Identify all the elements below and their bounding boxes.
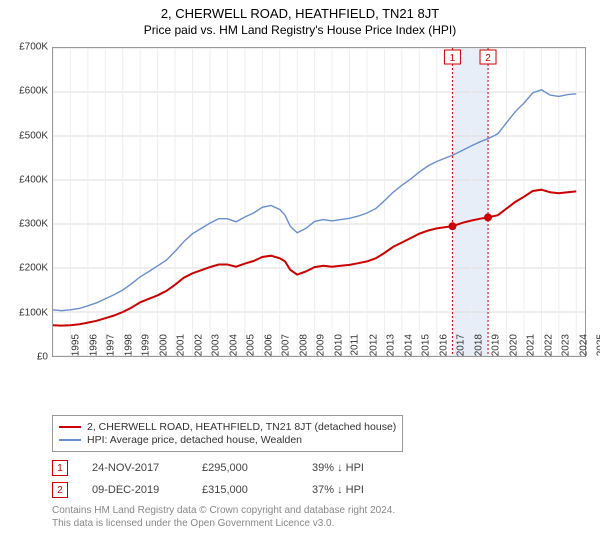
y-tick-label: £200K <box>8 263 48 274</box>
x-tick-label: 2019 <box>490 334 501 356</box>
y-tick-label: £500K <box>8 130 48 141</box>
sale-marker-icon: 1 <box>52 460 68 476</box>
sale-marker-icon: 2 <box>52 482 68 498</box>
x-tick-label: 2005 <box>245 334 256 356</box>
x-tick-label: 2014 <box>403 334 414 356</box>
x-tick-label: 2000 <box>158 334 169 356</box>
footer: Contains HM Land Registry data © Crown c… <box>52 504 592 530</box>
chart-area: 12 £0£100K£200K£300K£400K£500K£600K£700K <box>8 41 592 371</box>
footer-line-1: Contains HM Land Registry data © Crown c… <box>52 504 592 517</box>
sale-delta: 39% ↓ HPI <box>312 462 398 474</box>
legend-swatch <box>59 439 81 441</box>
x-tick-label: 2007 <box>280 334 291 356</box>
legend-label: HPI: Average price, detached house, Weal… <box>87 434 302 446</box>
x-tick-label: 1995 <box>70 334 81 356</box>
x-axis-labels: 1995 1996 1997 1998 1999 2000 2001 2002 2003 2004… <box>44 330 594 370</box>
x-tick-label: 2012 <box>368 334 379 356</box>
x-tick-label: 2024 <box>578 334 589 356</box>
plot-svg: 12 <box>53 48 585 356</box>
x-tick-label: 2025 <box>595 334 600 356</box>
x-tick-label: 2015 <box>420 334 431 356</box>
sales-table: 1 24-NOV-2017 £295,000 39% ↓ HPI 2 09-DEC-201… <box>52 460 592 498</box>
y-tick-label: £100K <box>8 307 48 318</box>
sale-date: 09-DEC-2019 <box>92 484 178 496</box>
y-tick-label: £600K <box>8 86 48 97</box>
x-tick-label: 2008 <box>298 334 309 356</box>
svg-text:1: 1 <box>450 53 456 64</box>
sale-row: 2 09-DEC-2019 £315,000 37% ↓ HPI <box>52 482 592 498</box>
x-tick-label: 2004 <box>228 334 239 356</box>
y-tick-label: £300K <box>8 219 48 230</box>
y-tick-label: £700K <box>8 42 48 53</box>
sale-date: 24-NOV-2017 <box>92 462 178 474</box>
x-tick-label: 2009 <box>315 334 326 356</box>
svg-text:2: 2 <box>485 53 491 64</box>
legend-row: 2, CHERWELL ROAD, HEATHFIELD, TN21 8JT (… <box>59 421 396 433</box>
legend: 2, CHERWELL ROAD, HEATHFIELD, TN21 8JT (… <box>52 415 403 452</box>
x-tick-label: 2001 <box>175 334 186 356</box>
y-tick-label: £0 <box>8 352 48 363</box>
x-tick-label: 2013 <box>385 334 396 356</box>
x-tick-label: 2021 <box>525 334 536 356</box>
x-tick-label: 2017 <box>455 334 466 356</box>
sale-price: £295,000 <box>202 462 288 474</box>
chart-subtitle: Price paid vs. HM Land Registry's House … <box>8 23 592 37</box>
x-tick-label: 2022 <box>543 334 554 356</box>
x-tick-label: 1998 <box>123 334 134 356</box>
x-tick-label: 2002 <box>193 334 204 356</box>
footer-line-2: This data is licensed under the Open Gov… <box>52 517 592 530</box>
legend-row: HPI: Average price, detached house, Weal… <box>59 434 396 446</box>
x-tick-label: 2018 <box>473 334 484 356</box>
x-tick-label: 2023 <box>560 334 571 356</box>
x-tick-label: 1999 <box>140 334 151 356</box>
legend-label: 2, CHERWELL ROAD, HEATHFIELD, TN21 8JT (… <box>87 421 396 433</box>
x-tick-label: 2010 <box>333 334 344 356</box>
x-tick-label: 1996 <box>88 334 99 356</box>
x-tick-label: 2020 <box>508 334 519 356</box>
legend-swatch <box>59 426 81 428</box>
plot-region: 12 <box>52 47 586 357</box>
sale-row: 1 24-NOV-2017 £295,000 39% ↓ HPI <box>52 460 592 476</box>
x-tick-label: 2003 <box>210 334 221 356</box>
chart-container: 2, CHERWELL ROAD, HEATHFIELD, TN21 8JT P… <box>0 0 600 560</box>
x-tick-label: 2016 <box>438 334 449 356</box>
x-tick-label: 1997 <box>105 334 116 356</box>
sale-price: £315,000 <box>202 484 288 496</box>
sale-delta: 37% ↓ HPI <box>312 484 398 496</box>
x-tick-label: 2011 <box>350 334 361 356</box>
x-tick-label: 2006 <box>263 334 274 356</box>
chart-title: 2, CHERWELL ROAD, HEATHFIELD, TN21 8JT <box>8 6 592 21</box>
y-tick-label: £400K <box>8 174 48 185</box>
